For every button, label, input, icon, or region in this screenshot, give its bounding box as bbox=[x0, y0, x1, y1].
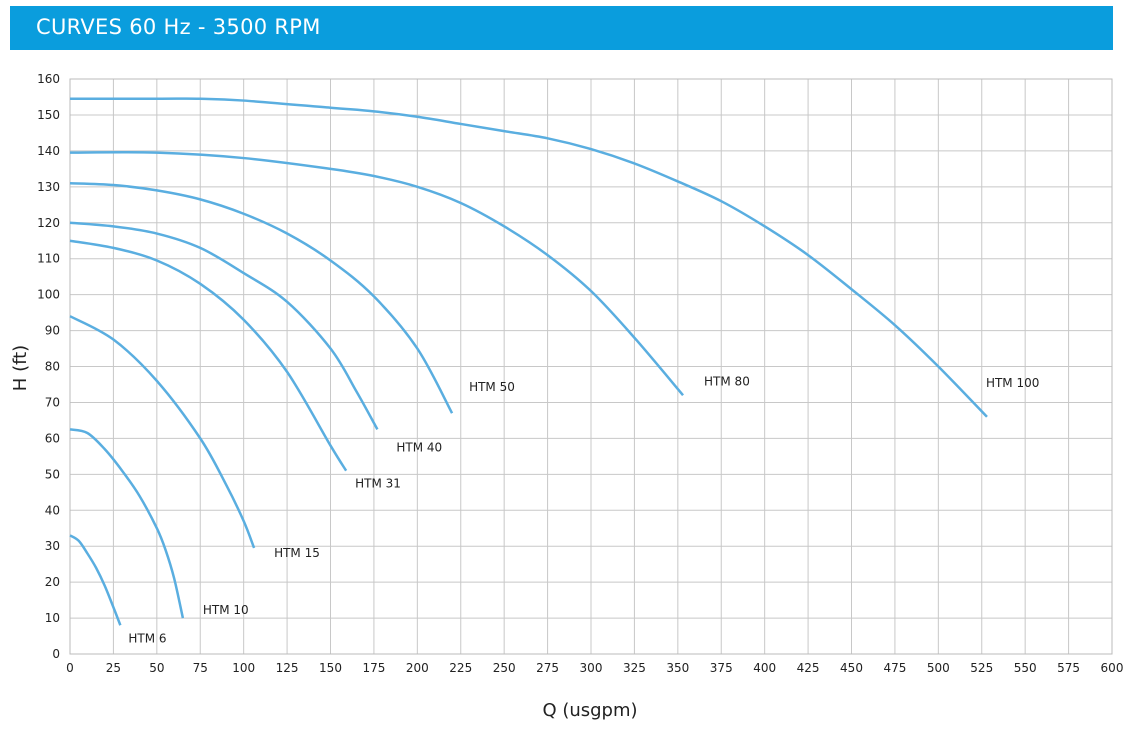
x-tick-label: 425 bbox=[797, 661, 820, 675]
curve-label: HTM 31 bbox=[355, 477, 401, 491]
pump-curve bbox=[69, 428, 185, 619]
pump-curve bbox=[69, 534, 122, 626]
x-tick-label: 575 bbox=[1057, 661, 1080, 675]
x-tick-label: 225 bbox=[449, 661, 472, 675]
y-tick-label: 70 bbox=[45, 395, 60, 409]
y-tick-label: 120 bbox=[37, 216, 60, 230]
y-tick-label: 30 bbox=[45, 539, 60, 553]
curve-label: HTM 40 bbox=[396, 440, 442, 454]
x-tick-label: 275 bbox=[536, 661, 559, 675]
pump-curve bbox=[69, 97, 988, 418]
x-tick-label: 50 bbox=[149, 661, 164, 675]
x-tick-label: 125 bbox=[276, 661, 299, 675]
x-tick-label: 400 bbox=[753, 661, 776, 675]
pump-curve bbox=[69, 239, 348, 472]
x-tick-label: 450 bbox=[840, 661, 863, 675]
curve-label: HTM 6 bbox=[128, 631, 166, 645]
x-tick-label: 350 bbox=[666, 661, 689, 675]
x-tick-label: 525 bbox=[970, 661, 993, 675]
x-tick-label: 300 bbox=[580, 661, 603, 675]
curve-label: HTM 50 bbox=[469, 380, 515, 394]
x-tick-label: 200 bbox=[406, 661, 429, 675]
y-tick-label: 150 bbox=[37, 108, 60, 122]
x-tick-label: 75 bbox=[193, 661, 208, 675]
y-tick-label: 160 bbox=[37, 72, 60, 86]
pump-curve bbox=[69, 221, 379, 430]
x-tick-label: 150 bbox=[319, 661, 342, 675]
y-tick-label: 0 bbox=[52, 647, 60, 661]
x-tick-label: 500 bbox=[927, 661, 950, 675]
chart-title: CURVES 60 Hz - 3500 RPM bbox=[36, 15, 321, 39]
x-tick-label: 25 bbox=[106, 661, 121, 675]
x-tick-label: 325 bbox=[623, 661, 646, 675]
x-tick-label: 600 bbox=[1101, 661, 1124, 675]
pump-curve bbox=[69, 151, 684, 397]
curve-label: HTM 80 bbox=[704, 374, 750, 388]
y-tick-label: 50 bbox=[45, 467, 60, 481]
pump-curve bbox=[69, 315, 256, 549]
y-tick-label: 20 bbox=[45, 575, 60, 589]
plot-border bbox=[69, 78, 1113, 655]
y-tick-label: 40 bbox=[45, 503, 60, 517]
y-tick-label: 100 bbox=[37, 288, 60, 302]
x-tick-label: 475 bbox=[883, 661, 906, 675]
x-tick-label: 0 bbox=[66, 661, 74, 675]
pump-curve bbox=[69, 181, 454, 414]
x-tick-label: 250 bbox=[493, 661, 516, 675]
y-tick-label: 80 bbox=[45, 360, 60, 374]
x-tick-label: 175 bbox=[362, 661, 385, 675]
y-tick-label: 110 bbox=[37, 252, 60, 266]
x-axis-label: Q (usgpm) bbox=[542, 700, 637, 721]
y-tick-label: 90 bbox=[45, 324, 60, 338]
curve-label: HTM 10 bbox=[203, 603, 249, 617]
x-tick-label: 550 bbox=[1014, 661, 1037, 675]
x-tick-label: 375 bbox=[710, 661, 733, 675]
y-tick-label: 140 bbox=[37, 144, 60, 158]
y-tick-label: 130 bbox=[37, 180, 60, 194]
curve-label: HTM 100 bbox=[986, 376, 1039, 390]
x-tick-label: 100 bbox=[232, 661, 255, 675]
y-axis-label: H (ft) bbox=[10, 345, 31, 391]
y-tick-label: 60 bbox=[45, 431, 60, 445]
curve-label: HTM 15 bbox=[274, 546, 320, 560]
y-tick-label: 10 bbox=[45, 611, 60, 625]
header-bar: CURVES 60 Hz - 3500 RPM bbox=[10, 6, 1113, 50]
